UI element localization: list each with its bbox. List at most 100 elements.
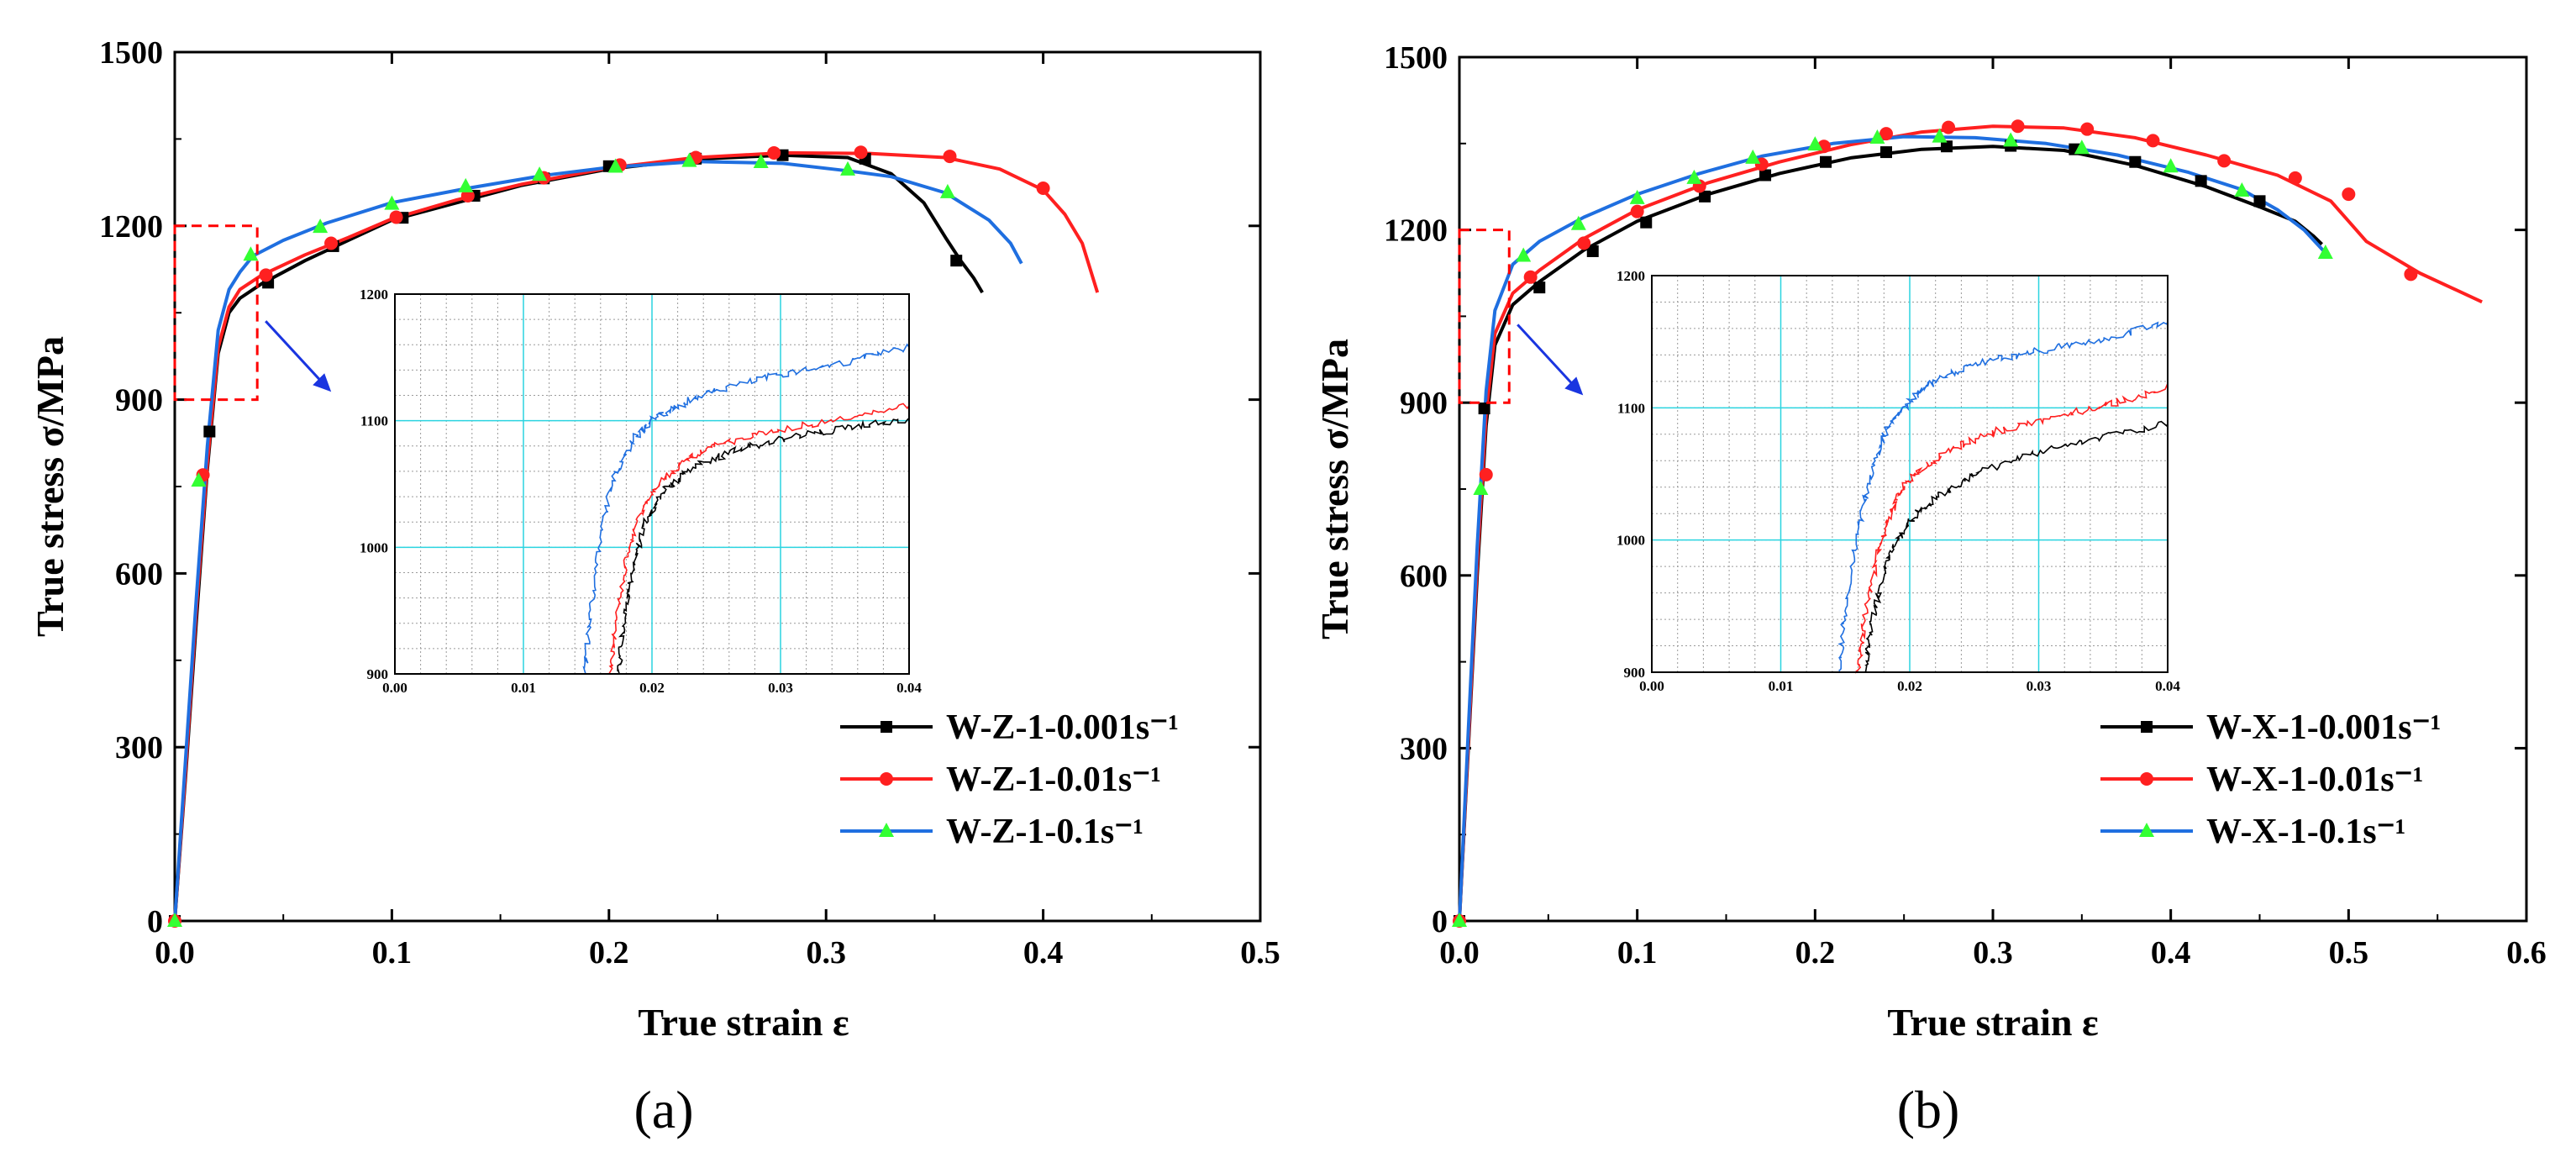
data-point	[753, 153, 769, 168]
zoom-arrow	[1517, 324, 1580, 392]
inset-y-tick-label: 1100	[360, 413, 388, 429]
x-axis-title: True strain ε	[1887, 1001, 2098, 1044]
legend-marker	[2141, 721, 2153, 733]
legend-label: W-Z-1-0.1s⁻¹	[946, 813, 1143, 851]
data-point	[191, 472, 207, 487]
data-point	[840, 160, 856, 176]
y-tick-label: 1500	[1384, 40, 1448, 76]
zoom-region-box	[173, 224, 259, 402]
legend: W-X-1-0.001s⁻¹ W-X-1-0.01s⁻¹ W-X-1-0.1s⁻¹	[2100, 708, 2441, 851]
legend-label: W-Z-1-0.001s⁻¹	[946, 708, 1179, 747]
data-point	[1640, 216, 1653, 229]
inset-x-tick-label: 0.03	[768, 680, 793, 696]
x-tick-label: 0.2	[589, 935, 629, 971]
x-tick-label: 0.4	[1023, 935, 1064, 971]
x-tick-label: 0.1	[1617, 935, 1658, 971]
data-point	[1533, 281, 1546, 294]
series-line	[1458, 134, 2327, 922]
data-point	[167, 913, 182, 927]
data-point	[2317, 245, 2333, 260]
data-point	[1629, 189, 1645, 204]
x-tick-label: 0.6	[2506, 935, 2547, 971]
data-point	[1479, 467, 1493, 481]
data-point	[2146, 134, 2160, 148]
panel-label: (a)	[633, 1080, 693, 1139]
inset-x-tick-label: 0.00	[1639, 678, 1664, 694]
data-point	[1940, 140, 1953, 153]
data-point	[1820, 155, 1832, 168]
inset-series-line	[617, 418, 910, 675]
inset-x-tick-label: 0.04	[2155, 678, 2180, 694]
panel-b: 0.0 0.1 0.2 0.3 0.4 0.5 0.6 0 300 600 900 1200 1500 T…	[1313, 40, 2547, 1139]
legend-label: W-X-1-0.001s⁻¹	[2206, 708, 2441, 747]
inset-series-line	[1837, 321, 2169, 672]
inset-series-line	[1855, 383, 2169, 674]
data-point	[1478, 402, 1490, 415]
inset-series-line	[608, 402, 910, 675]
y-tick-label: 900	[115, 383, 163, 418]
data-point	[460, 188, 475, 203]
data-point	[2003, 132, 2019, 147]
inset-chart: 0.00 0.01 0.02 0.03 0.04 900 1000 1100 1200	[360, 287, 922, 696]
x-tick-label: 0.5	[1240, 935, 1280, 971]
inset-y-tick-label: 1200	[360, 287, 388, 303]
y-axis-title: True stress σ/MPa	[29, 336, 71, 637]
y-tick-label: 0	[147, 904, 163, 939]
inset-x-tick-label: 0.02	[1897, 678, 1922, 694]
legend-marker	[880, 772, 893, 786]
inset-x-tick-label: 0.04	[896, 680, 922, 696]
data-point	[1577, 236, 1591, 250]
y-tick-label: 600	[115, 556, 163, 592]
data-point	[681, 152, 697, 167]
x-tick-label: 0.3	[1973, 935, 2013, 971]
data-point	[1036, 181, 1050, 195]
x-axis-title: True strain ε	[638, 1001, 849, 1044]
x-tick-label: 0.3	[806, 935, 846, 971]
inset-series-line	[582, 343, 910, 675]
data-point	[2011, 119, 2025, 134]
legend-marker	[2140, 772, 2153, 786]
data-point	[1630, 204, 1644, 218]
data-point	[1932, 128, 1948, 143]
x-tick-label: 0.4	[2151, 935, 2191, 971]
inset-frame	[394, 293, 910, 675]
data-point	[1686, 169, 1702, 184]
inset-y-tick-label: 900	[1624, 665, 1646, 681]
inset-series-line	[1864, 420, 2169, 673]
data-point	[1880, 146, 1892, 159]
data-point	[2163, 158, 2179, 173]
legend-marker	[2139, 823, 2154, 837]
legend-label: W-X-1-0.1s⁻¹	[2206, 813, 2405, 851]
data-point	[950, 255, 963, 267]
data-point	[2234, 182, 2250, 197]
y-tick-label: 300	[1400, 731, 1448, 766]
inset-x-tick-label: 0.02	[639, 680, 665, 696]
legend-marker	[881, 721, 892, 733]
panel-a: 0.0 0.1 0.2 0.3 0.4 0.5 0 300 600 900 1200 1500 True…	[29, 35, 1280, 1139]
inset-x-tick-label: 0.00	[382, 680, 407, 696]
y-tick-label: 900	[1400, 386, 1448, 421]
inset-y-tick-label: 1200	[1617, 268, 1645, 284]
data-point	[1570, 215, 1586, 230]
inset-y-tick-label: 1000	[360, 539, 388, 555]
series-line	[1458, 124, 2483, 922]
y-tick-label: 1200	[1384, 213, 1448, 249]
data-point	[532, 166, 548, 182]
data-point	[313, 218, 329, 234]
data-point	[939, 183, 955, 198]
data-point	[2288, 171, 2302, 185]
zoom-arrow-head	[313, 373, 332, 392]
x-tick-label: 0.2	[1795, 935, 1836, 971]
data-point	[854, 145, 868, 160]
data-point	[1516, 247, 1532, 262]
panel-label: (b)	[1897, 1080, 1960, 1139]
x-tick-label: 0.0	[155, 935, 195, 971]
data-point	[243, 246, 259, 261]
inset-x-tick-label: 0.01	[1769, 678, 1794, 694]
legend: W-Z-1-0.001s⁻¹ W-Z-1-0.01s⁻¹ W-Z-1-0.1s⁻¹	[840, 708, 1179, 851]
zoom-arrow-head	[1564, 376, 1584, 396]
y-tick-label: 1500	[99, 35, 163, 71]
data-point	[607, 158, 623, 173]
data-point	[389, 210, 403, 224]
